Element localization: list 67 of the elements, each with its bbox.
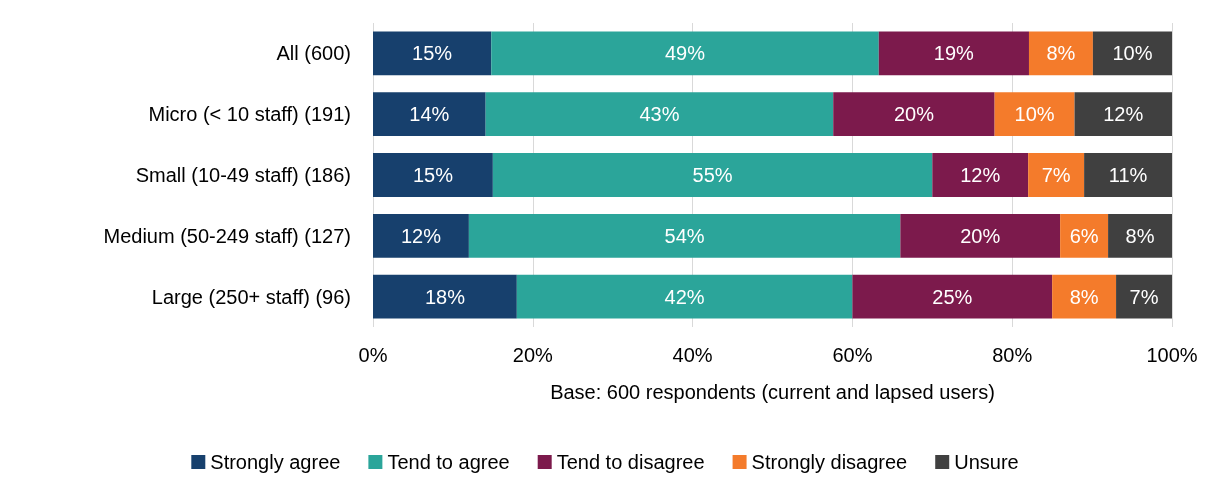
x-tick-label: 40% <box>672 344 713 366</box>
data-label: 12% <box>960 164 1001 186</box>
data-label: 10% <box>1014 103 1055 126</box>
data-label: 11% <box>1108 164 1148 186</box>
bar <box>900 213 1061 258</box>
data-label: 8% <box>1069 285 1099 308</box>
x-tick-label: 80% <box>992 344 1033 366</box>
y-tick-label: All (600) <box>276 42 351 65</box>
y-tick-label: Small (10-49 staff) (186) <box>135 164 351 186</box>
legend-label: Tend to agree <box>387 451 510 473</box>
bar <box>1074 92 1172 137</box>
y-tick-label: Medium (50-249 staff) (127) <box>103 224 351 247</box>
bar <box>1108 213 1172 258</box>
bar <box>1052 274 1117 319</box>
data-label: 7% <box>1041 164 1071 186</box>
data-label: 49% <box>664 42 706 65</box>
legend-label: Unsure <box>954 451 1019 473</box>
bar <box>373 92 486 137</box>
data-label: 10% <box>1112 42 1153 65</box>
bar <box>1028 153 1085 197</box>
data-label: 8% <box>1046 42 1076 65</box>
bar <box>468 213 901 258</box>
bar <box>492 153 933 197</box>
bar <box>485 92 834 137</box>
data-label: 14% <box>409 103 450 126</box>
legend-label: Strongly agree <box>210 451 341 473</box>
data-label: 12% <box>400 224 442 247</box>
bar <box>516 274 853 319</box>
data-label: 19% <box>933 42 975 65</box>
data-label: 8% <box>1125 224 1155 247</box>
x-tick-label: 0% <box>358 344 388 366</box>
y-tick-label: Micro (< 10 staff) (191) <box>148 103 351 126</box>
data-label: 54% <box>664 224 705 247</box>
data-label: 6% <box>1069 224 1099 247</box>
bar <box>878 31 1029 76</box>
bar <box>373 213 469 258</box>
bar <box>373 153 493 197</box>
bar <box>833 92 995 137</box>
data-label: 12% <box>1103 103 1144 126</box>
data-label: 55% <box>692 164 733 186</box>
bar <box>373 31 492 76</box>
bar <box>1116 274 1172 319</box>
bar <box>932 153 1029 197</box>
bar <box>1028 31 1093 76</box>
data-label: 15% <box>412 42 453 65</box>
bar <box>1092 31 1172 76</box>
data-label: 42% <box>664 285 705 308</box>
y-tick-label: Large (250+ staff) (96) <box>151 285 351 308</box>
data-label: 18% <box>424 285 466 308</box>
data-label: 43% <box>639 103 680 126</box>
x-tick-label: 60% <box>832 344 873 366</box>
data-label: 20% <box>893 103 935 126</box>
x-axis-title: Base: 600 respondents (current and lapsed users) <box>550 381 995 403</box>
bar <box>1084 153 1172 197</box>
data-label: 25% <box>932 285 973 308</box>
x-tick-label: 20% <box>512 344 554 366</box>
bar <box>1060 213 1109 258</box>
data-label: 15% <box>412 164 454 186</box>
data-label: 7% <box>1129 285 1159 308</box>
legend-label: Strongly disagree <box>751 451 908 473</box>
bar <box>373 274 517 319</box>
bar <box>994 92 1075 137</box>
bar <box>491 31 879 76</box>
data-label: 20% <box>960 224 1001 247</box>
x-tick-label: 100% <box>1146 344 1198 366</box>
legend-label: Tend to disagree <box>556 451 705 473</box>
bar <box>852 274 1053 319</box>
